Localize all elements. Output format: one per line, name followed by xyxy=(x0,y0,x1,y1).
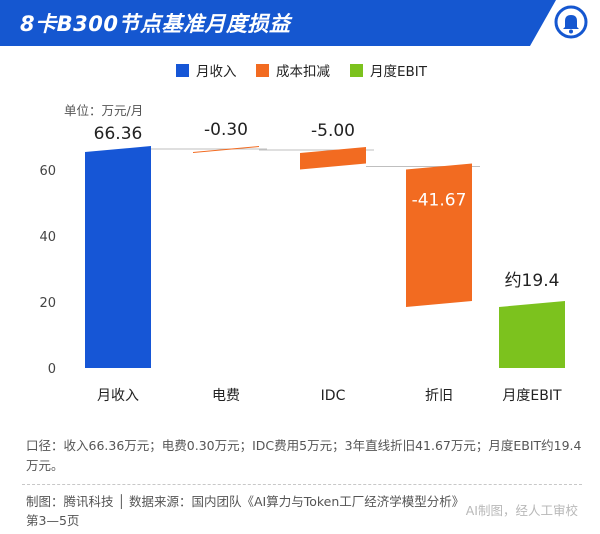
y-tick-label: 0 xyxy=(48,362,56,377)
bell-icon xyxy=(554,5,588,39)
chart-title: 8卡B300节点基准月度损益 xyxy=(20,12,291,36)
legend-swatch-cost xyxy=(256,63,269,77)
footer-divider xyxy=(22,484,582,485)
bar-cost xyxy=(300,147,366,170)
x-tick-label: 电费 xyxy=(212,388,240,404)
data-label: -0.30 xyxy=(204,120,248,140)
legend-swatch-income xyxy=(176,63,189,77)
x-tick-label: 折旧 xyxy=(425,388,453,404)
legend-label-cost: 成本扣减 xyxy=(276,64,330,80)
waterfall-chart: 0 20 40 60 66.36 月收入 -0.30 电费 -5.00 IDC -41.67 折旧 约1… xyxy=(39,120,565,404)
source-credit: 制图：腾讯科技 │ 数据来源：国内团队《AI算力与Token工厂经济学模型分析》… xyxy=(26,494,465,528)
bar-income xyxy=(85,146,151,368)
x-tick-label: 月度EBIT xyxy=(502,388,562,404)
x-tick-label: IDC xyxy=(321,388,346,404)
legend-item-ebit: 月度EBIT xyxy=(350,58,427,82)
ai-watermark: AI制图，经人工审校 xyxy=(465,503,578,518)
legend-item-income: 月收入 xyxy=(176,58,237,82)
unit-label: 单位：万元/月 xyxy=(64,103,144,118)
data-label: -41.67 xyxy=(412,190,467,210)
y-tick-label: 60 xyxy=(39,164,56,179)
legend-item-cost: 成本扣减 xyxy=(256,58,330,82)
legend: 月收入 成本扣减 月度EBIT xyxy=(0,58,600,82)
legend-label-ebit: 月度EBIT xyxy=(370,64,428,80)
y-tick-label: 40 xyxy=(39,230,56,245)
header-bar: 8卡B300节点基准月度损益 xyxy=(0,0,600,46)
legend-label-income: 月收入 xyxy=(196,64,237,80)
method-note: 口径：收入66.36万元；电费0.30万元；IDC费用5万元；3年直线折旧41.… xyxy=(26,438,582,473)
bar-cost xyxy=(193,146,259,154)
data-label: 66.36 xyxy=(94,124,143,144)
data-label: 约19.4 xyxy=(505,271,560,291)
y-tick-label: 20 xyxy=(39,296,56,311)
legend-swatch-ebit xyxy=(350,63,363,77)
x-tick-label: 月收入 xyxy=(97,388,139,404)
bar-ebit xyxy=(499,300,565,368)
data-label: -5.00 xyxy=(311,121,355,141)
bar-cost xyxy=(406,163,472,308)
